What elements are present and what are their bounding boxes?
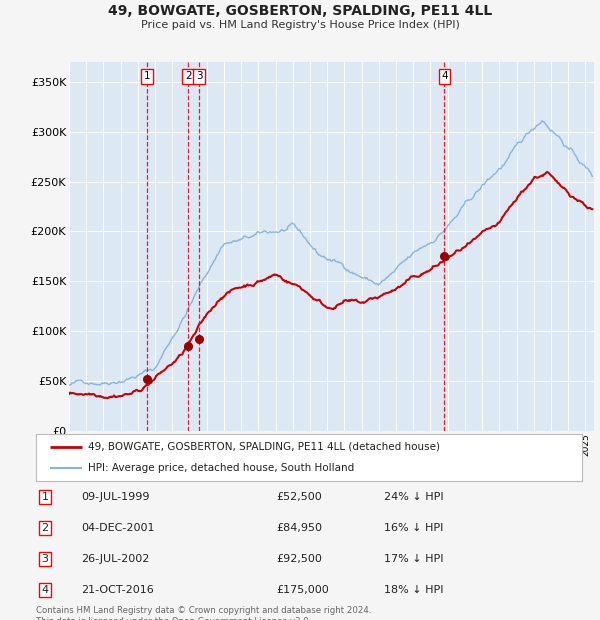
Text: Contains HM Land Registry data © Crown copyright and database right 2024.
This d: Contains HM Land Registry data © Crown c… bbox=[36, 606, 371, 620]
Text: HPI: Average price, detached house, South Holland: HPI: Average price, detached house, Sout… bbox=[88, 463, 354, 473]
Text: 09-JUL-1999: 09-JUL-1999 bbox=[81, 492, 149, 502]
Text: 4: 4 bbox=[41, 585, 49, 595]
Text: £92,500: £92,500 bbox=[276, 554, 322, 564]
Text: 16% ↓ HPI: 16% ↓ HPI bbox=[384, 523, 443, 533]
Text: 26-JUL-2002: 26-JUL-2002 bbox=[81, 554, 149, 564]
Text: £84,950: £84,950 bbox=[276, 523, 322, 533]
Text: Price paid vs. HM Land Registry's House Price Index (HPI): Price paid vs. HM Land Registry's House … bbox=[140, 20, 460, 30]
Text: 21-OCT-2016: 21-OCT-2016 bbox=[81, 585, 154, 595]
Text: £175,000: £175,000 bbox=[276, 585, 329, 595]
Text: £52,500: £52,500 bbox=[276, 492, 322, 502]
Text: 3: 3 bbox=[41, 554, 49, 564]
Text: 24% ↓ HPI: 24% ↓ HPI bbox=[384, 492, 443, 502]
Text: 4: 4 bbox=[441, 71, 448, 81]
Text: 2: 2 bbox=[41, 523, 49, 533]
Text: 1: 1 bbox=[143, 71, 150, 81]
Text: 18% ↓ HPI: 18% ↓ HPI bbox=[384, 585, 443, 595]
Text: 3: 3 bbox=[196, 71, 203, 81]
Text: 1: 1 bbox=[41, 492, 49, 502]
Text: 17% ↓ HPI: 17% ↓ HPI bbox=[384, 554, 443, 564]
Text: 04-DEC-2001: 04-DEC-2001 bbox=[81, 523, 155, 533]
Text: 49, BOWGATE, GOSBERTON, SPALDING, PE11 4LL (detached house): 49, BOWGATE, GOSBERTON, SPALDING, PE11 4… bbox=[88, 441, 440, 451]
Text: 49, BOWGATE, GOSBERTON, SPALDING, PE11 4LL: 49, BOWGATE, GOSBERTON, SPALDING, PE11 4… bbox=[108, 4, 492, 19]
Text: 2: 2 bbox=[185, 71, 191, 81]
